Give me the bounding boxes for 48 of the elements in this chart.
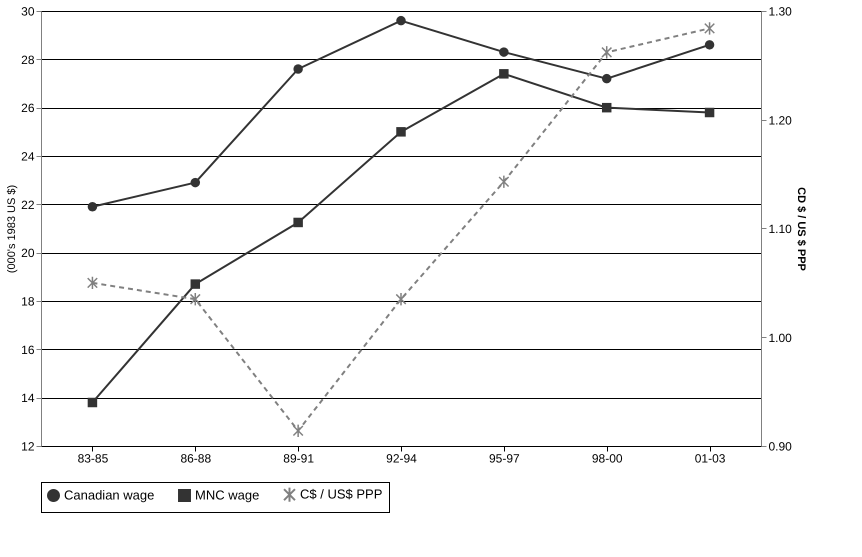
y-tick-label: 20	[21, 246, 35, 260]
y-tick-label: 26	[21, 101, 35, 116]
point	[601, 45, 612, 60]
y-tick-label: 12	[21, 440, 35, 454]
x-tick-label: 95-97	[489, 452, 520, 466]
point	[396, 16, 406, 26]
y2-tick-label: 1.30	[768, 4, 792, 18]
y2-tick-label: 1.20	[768, 113, 792, 128]
x-tick-label: 01-03	[694, 452, 726, 466]
x-tick-label: 83-85	[78, 452, 109, 466]
point	[190, 279, 200, 289]
x-tick-label: 98-00	[592, 452, 623, 466]
legend-label: Canadian wage	[64, 488, 154, 503]
point	[499, 47, 509, 57]
point	[602, 74, 612, 84]
legend-label: MNC wage	[195, 488, 260, 503]
legend-label: C$ / US$ PPP	[300, 486, 382, 502]
y-tick-label: 30	[21, 4, 35, 18]
x-tick-label: 86-88	[180, 452, 212, 466]
y2-tick-label: 1.00	[768, 330, 792, 345]
x-tick-label: 92-94	[386, 452, 418, 466]
y-tick-label: 24	[21, 150, 35, 164]
y2-tick-label: 0.90	[768, 440, 792, 454]
point	[86, 276, 98, 290]
point	[190, 178, 200, 188]
point	[704, 40, 714, 50]
y-tick-label: 18	[21, 294, 35, 308]
point	[499, 69, 509, 79]
point	[704, 108, 714, 118]
point	[498, 174, 510, 189]
y-tick-label: 22	[21, 198, 35, 212]
point	[396, 127, 406, 137]
x-tick-label: 89-91	[283, 452, 314, 466]
point	[396, 292, 406, 306]
y-tick-label: 16	[21, 342, 35, 357]
point	[293, 64, 303, 74]
y2-tick-label: 1.10	[768, 222, 792, 236]
point	[292, 424, 304, 438]
y-axis-title: (000's 1983 US $)	[6, 184, 18, 274]
point	[602, 102, 612, 112]
y2-axis-title: CD $ / US $ PPP	[794, 187, 807, 271]
point	[293, 218, 303, 228]
point	[190, 292, 201, 306]
y-tick-label: 28	[21, 52, 35, 67]
y-tick-label: 14	[21, 391, 35, 406]
point	[88, 202, 98, 212]
point	[88, 398, 98, 408]
point	[704, 21, 716, 36]
